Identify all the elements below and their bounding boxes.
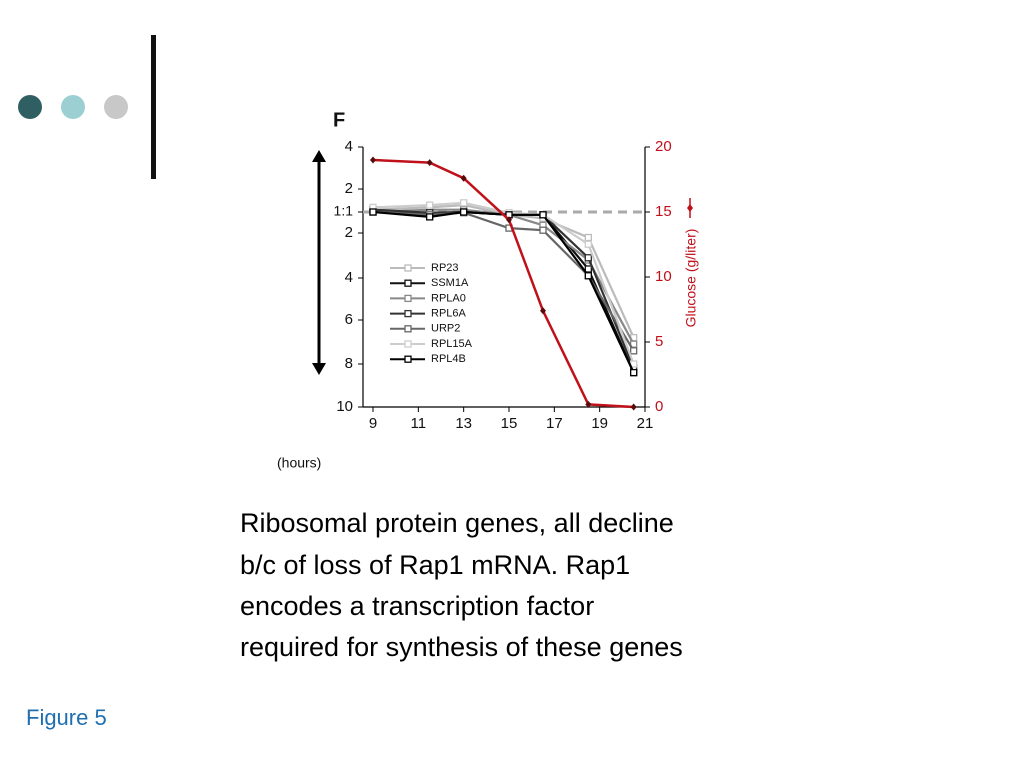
deco-dot	[61, 95, 85, 119]
gene-point	[369, 208, 377, 216]
x-tick-label: 13	[455, 415, 472, 432]
y2-tick-label: 20	[655, 138, 672, 155]
legend-label: RPL4B	[431, 353, 466, 365]
caption-line: encodes a transcription factor	[240, 591, 594, 621]
glucose-point	[585, 400, 592, 408]
y-tick-label: 6	[345, 311, 353, 328]
legend-swatch	[404, 325, 412, 333]
x-tick-label: 17	[546, 415, 563, 432]
deco-bar	[151, 35, 156, 179]
gene-point	[460, 199, 468, 207]
legend-label: RPLA0	[431, 292, 466, 304]
y2-axis-label: Glucose (g/liter)	[683, 229, 699, 328]
x-tick-label: 19	[591, 415, 608, 432]
y-tick-label: 8	[345, 355, 353, 372]
x-tick-label: 11	[411, 415, 427, 432]
legend-swatch	[404, 294, 412, 303]
x-tick-label: 15	[501, 415, 518, 432]
x-axis-label: (hours)	[277, 455, 321, 471]
gene-point	[630, 347, 638, 355]
gene-line	[372, 210, 635, 374]
y2-tick-label: 15	[655, 203, 672, 220]
gene-point	[539, 226, 547, 234]
y-tick-label: 2	[345, 180, 353, 197]
x-tick-label: 21	[637, 415, 654, 432]
glucose-point	[630, 403, 637, 411]
legend-swatch	[404, 340, 412, 348]
gene-point	[630, 368, 638, 377]
legend-swatch	[404, 279, 412, 287]
deco-dot	[104, 95, 128, 119]
caption-line: Ribosomal protein genes, all decline	[240, 508, 674, 538]
gene-point	[426, 213, 434, 221]
legend-label: URP2	[431, 323, 460, 335]
y2-tick-label: 5	[655, 333, 663, 350]
y-tick-label: 1:1	[334, 203, 354, 219]
legend-label: RP23	[431, 262, 459, 274]
y-tick-label: 2	[345, 224, 353, 241]
gene-point	[539, 211, 547, 219]
glucose-point	[506, 216, 512, 224]
deco-dot	[18, 95, 42, 119]
x-tick-label: 9	[369, 415, 377, 432]
y-tick-label: 4	[345, 269, 353, 286]
glucose-point	[370, 156, 376, 164]
glucose-point	[460, 174, 467, 182]
legend-swatch	[404, 309, 412, 318]
y-tick-label: 4	[345, 138, 353, 155]
y2-tick-label: 0	[655, 398, 663, 415]
gene-point	[584, 254, 592, 262]
footer: Figure 5	[26, 705, 107, 730]
panel-label: F	[333, 109, 345, 131]
y-tick-label: 10	[336, 398, 353, 415]
legend-label: RPL15A	[431, 338, 473, 350]
y2-label-key	[687, 204, 693, 212]
gene-point	[426, 201, 434, 209]
gene-point	[460, 208, 468, 216]
caption-line: b/c of loss of Rap1 mRNA. Rap1	[240, 550, 630, 580]
caption-line: required for synthesis of these genes	[240, 632, 683, 662]
glucose-point	[426, 159, 433, 167]
gene-point	[584, 272, 592, 280]
y2-tick-label: 10	[655, 268, 672, 285]
legend-label: RPL6A	[431, 308, 467, 320]
glucose-point	[540, 307, 546, 315]
gene-point	[584, 265, 592, 273]
gene-point	[584, 240, 592, 248]
gene-line	[372, 208, 635, 345]
legend-swatch	[404, 264, 412, 272]
legend-label: SSM1A	[431, 277, 469, 289]
gene-point	[584, 233, 592, 242]
legend-swatch	[404, 355, 412, 363]
